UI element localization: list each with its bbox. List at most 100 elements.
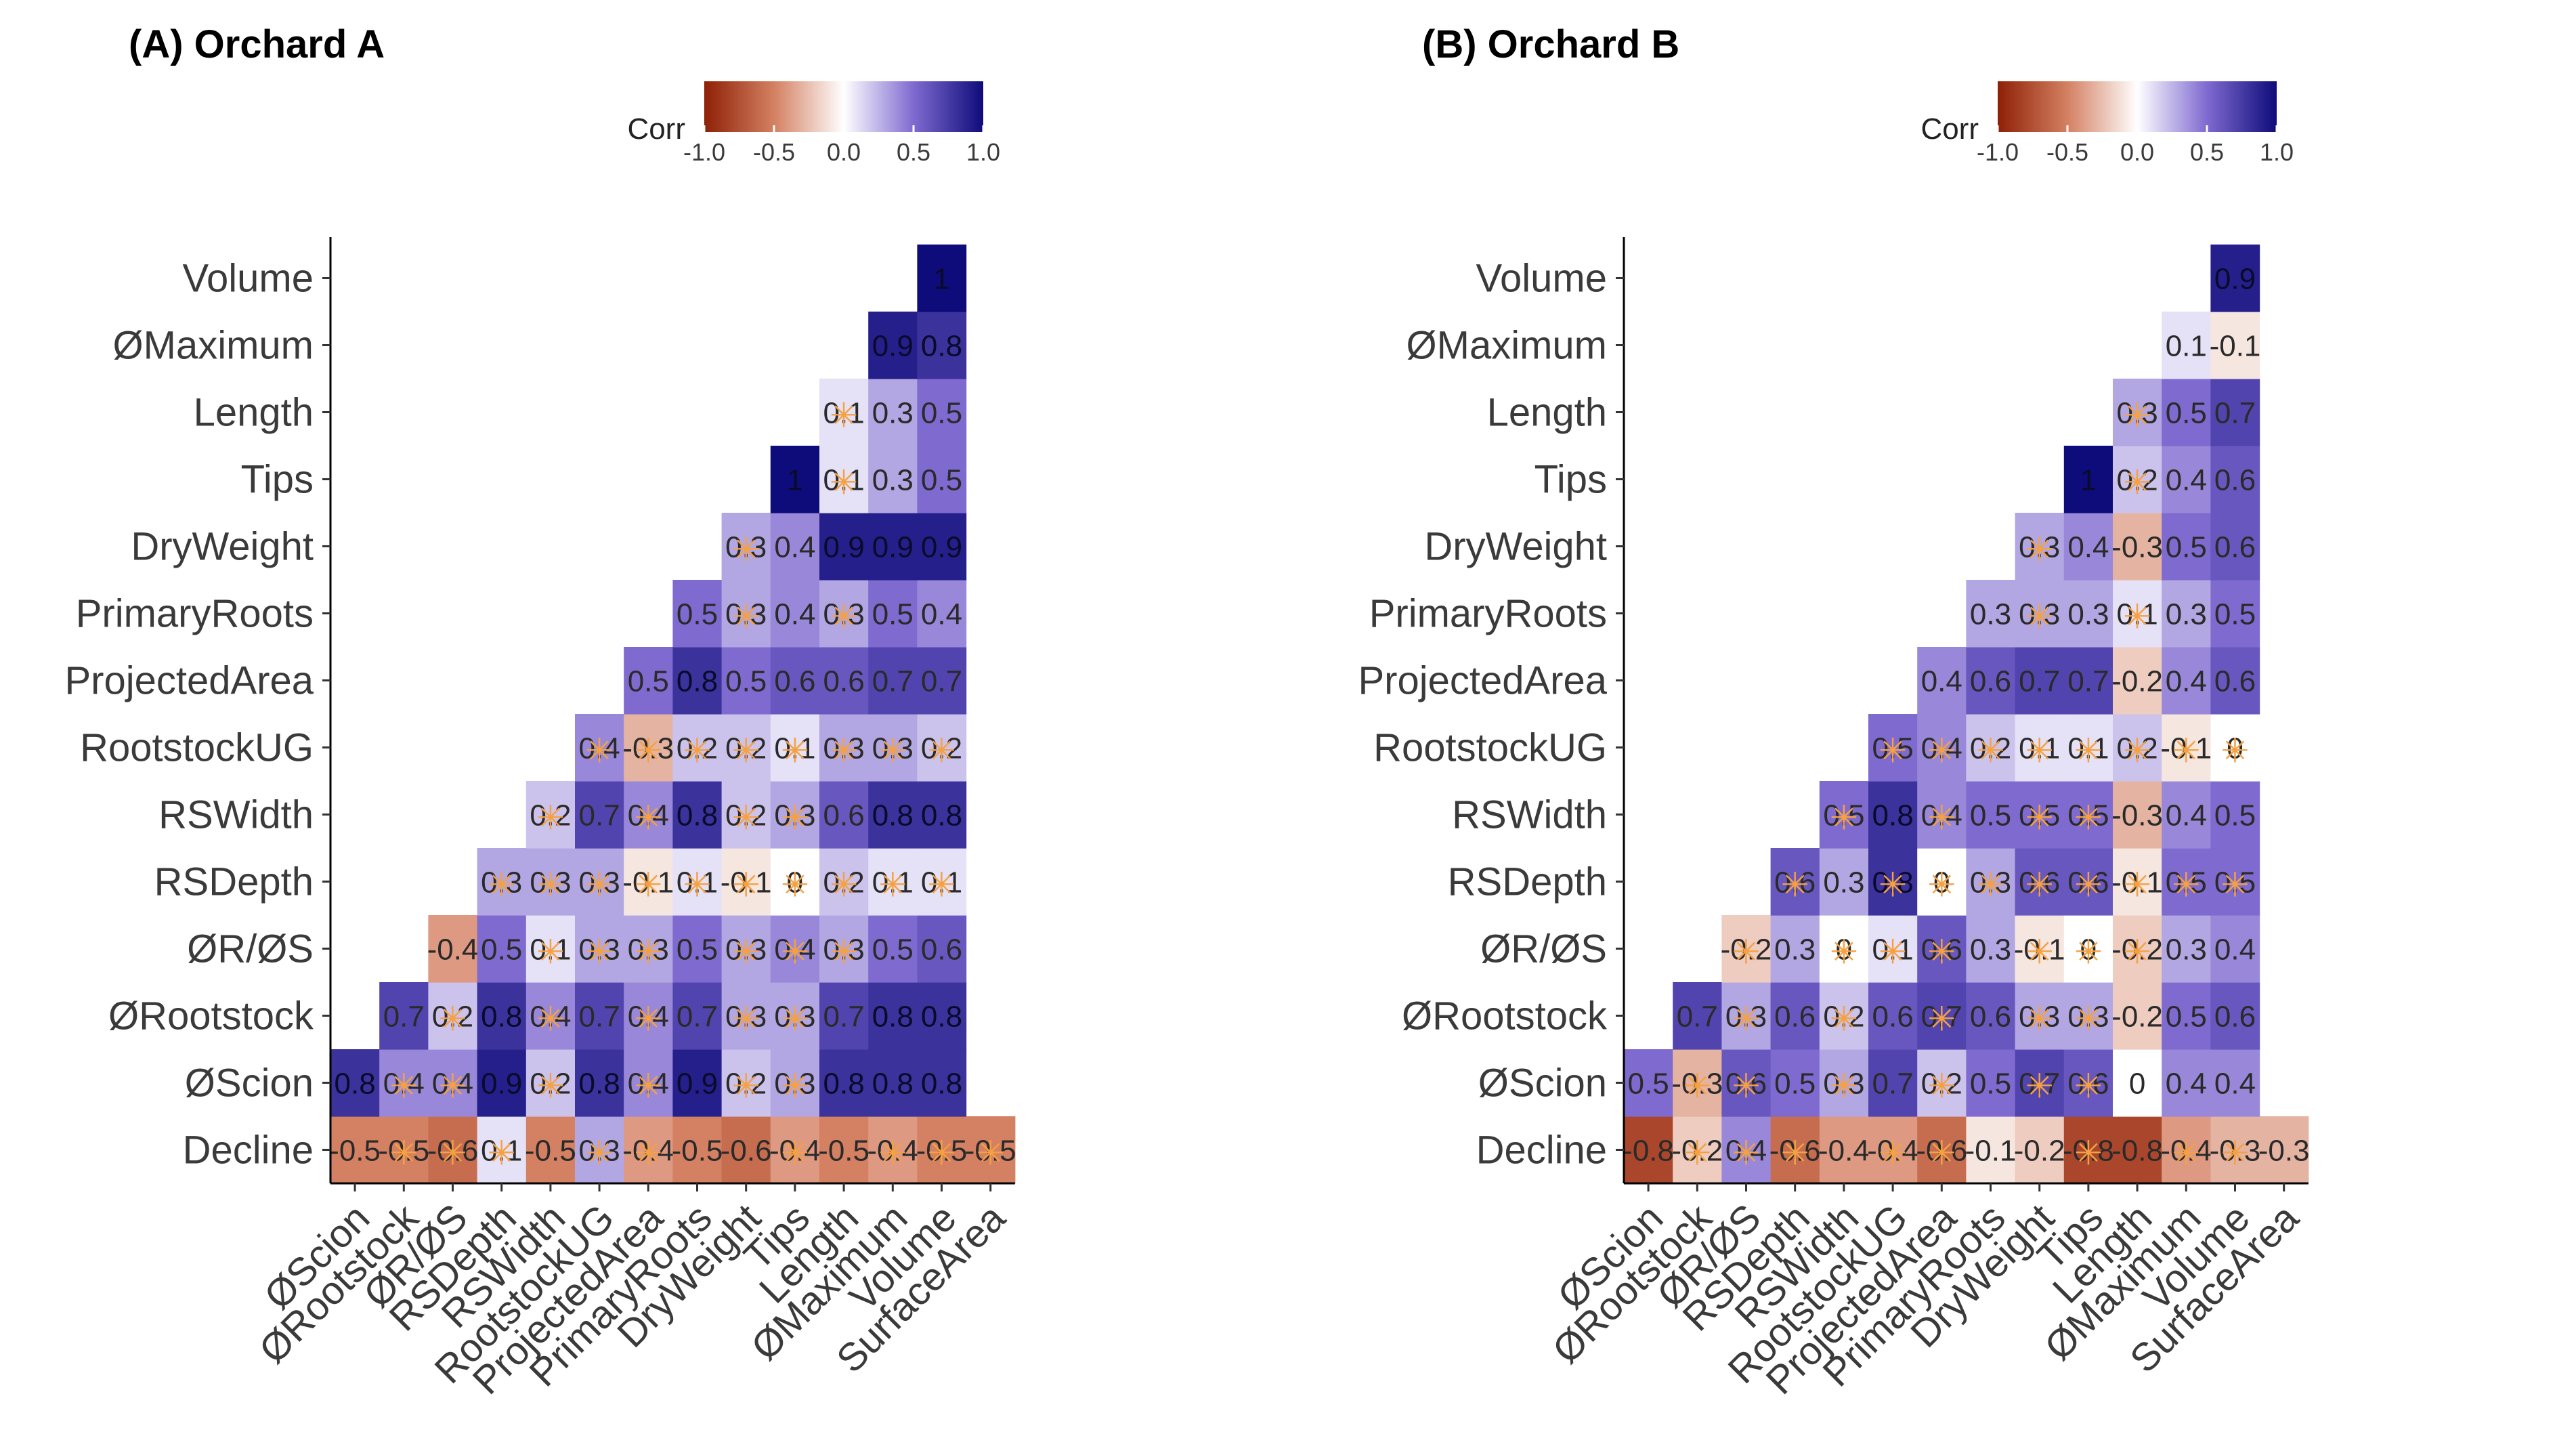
- cell-value-label: 0.4: [628, 1000, 669, 1034]
- heatmap-cell: [2015, 915, 2065, 983]
- heatmap-cell: [868, 1116, 918, 1184]
- heatmap-cell: [1624, 1116, 1673, 1184]
- heatmap-cell: [428, 982, 478, 1050]
- cell-value-label: 0.7: [1872, 1068, 1914, 1101]
- nonsignificant-marker: ✳: [439, 1000, 467, 1038]
- nonsignificant-marker: ✳: [634, 1000, 662, 1038]
- heatmap-cell: [2113, 379, 2162, 446]
- heatmap-cell: [525, 982, 576, 1050]
- heatmap-cell: [2113, 513, 2162, 580]
- cell-value-label: 0.3: [579, 1135, 620, 1168]
- heatmap-cell: [770, 781, 820, 849]
- heatmap-cell: [525, 781, 576, 849]
- heatmap-cell: [917, 379, 967, 446]
- nonsignificant-marker: ✳: [1683, 1135, 1711, 1173]
- heatmap-cell: [868, 580, 918, 648]
- cell-value-label: 0.8: [579, 1068, 620, 1101]
- heatmap-cell: [2015, 714, 2065, 782]
- y-tick-label: Decline: [1476, 1128, 1607, 1173]
- heatmap-cell: [1770, 1116, 1820, 1184]
- heatmap-cell: [2113, 982, 2162, 1050]
- cell-value-label: 0.2: [725, 799, 767, 832]
- cell-value-label: 0.1: [481, 1135, 522, 1168]
- nonsignificant-marker: ✳: [781, 866, 809, 904]
- cell-value-label: 0.3: [2166, 598, 2207, 631]
- legend-tick-label: -0.5: [753, 138, 795, 166]
- cell-value-label: 0.3: [774, 1068, 815, 1101]
- cell-value-label: 0.7: [2067, 665, 2109, 698]
- cell-value-label: -0.4: [427, 933, 479, 967]
- heatmap-cell: [721, 647, 771, 715]
- nonsignificant-marker: ✳: [585, 866, 614, 904]
- cell-value-label: -0.1: [2014, 933, 2065, 967]
- nonsignificant-marker: ✳: [585, 1135, 614, 1173]
- cell-value-label: 0.4: [2166, 665, 2207, 698]
- heatmap-cell: [917, 848, 967, 916]
- nonsignificant-marker: ✳: [634, 799, 662, 837]
- cell-value-label: -0.6: [1916, 1135, 1967, 1168]
- heatmap-cell: [2113, 848, 2162, 916]
- cell-value-label: 0.5: [725, 665, 767, 698]
- heatmap-cell: [477, 848, 527, 916]
- nonsignificant-marker: ✳: [2074, 1068, 2103, 1105]
- nonsignificant-marker: ✳: [1977, 866, 2005, 904]
- cell-value-label: -0.8: [2063, 1135, 2114, 1168]
- cell-value-label: 0.3: [579, 866, 620, 900]
- cell-value-label: 0.7: [2019, 665, 2060, 698]
- legend-title: Corr: [627, 112, 685, 146]
- heatmap-cell: [2063, 714, 2113, 782]
- heatmap-cell: [2162, 714, 2211, 782]
- heatmap-cell: [2015, 513, 2065, 580]
- heatmap-cell: [2015, 647, 2065, 715]
- nonsignificant-marker: ✳: [536, 1068, 565, 1105]
- cell-value-label: 0.9: [921, 531, 962, 564]
- nonsignificant-marker: ✳: [488, 1135, 516, 1173]
- heatmap-cell: [721, 1116, 771, 1184]
- cell-value-label: 0.1: [823, 397, 865, 430]
- heatmap-cell: [2063, 915, 2113, 983]
- cell-value-label: 0.2: [823, 866, 865, 900]
- cell-value-label: 0.2: [921, 732, 962, 765]
- nonsignificant-marker: ✳: [683, 866, 712, 904]
- cell-value-label: 0.6: [2067, 866, 2109, 900]
- nonsignificant-marker: ✳: [732, 1068, 760, 1105]
- cell-value-label: 0.9: [677, 1068, 718, 1101]
- y-tick-label: RSDepth: [1448, 860, 1607, 904]
- heatmap-cell: [2210, 1116, 2260, 1184]
- nonsignificant-marker: ✳: [1927, 732, 1956, 770]
- heatmap-cell: [2210, 312, 2260, 379]
- heatmap-cell: [819, 781, 869, 849]
- legend-tick-label: 0.0: [827, 138, 861, 166]
- heatmap-cell: [2063, 781, 2113, 849]
- cell-value-label: 0.3: [2019, 598, 2060, 631]
- heatmap-cell: [428, 1116, 478, 1184]
- cell-value-label: -0.5: [525, 1135, 576, 1168]
- heatmap-cell: [1770, 982, 1820, 1050]
- cell-value-label: 0: [1933, 866, 1950, 900]
- cell-value-label: 0.6: [1774, 866, 1816, 900]
- heatmap-cell: [868, 312, 918, 379]
- legend-tick-label: 0.0: [2120, 138, 2154, 166]
- nonsignificant-marker: ✳: [439, 1135, 467, 1173]
- heatmap-cell: [672, 714, 723, 782]
- y-tick-label: PrimaryRoots: [1369, 592, 1607, 636]
- nonsignificant-marker: ✳: [1830, 1068, 1858, 1105]
- heatmap-cell: [379, 982, 429, 1050]
- y-tick-label: Volume: [183, 257, 314, 301]
- cell-value-label: 0.3: [823, 598, 865, 631]
- cell-value-label: 0.4: [774, 531, 815, 564]
- heatmap-cell: [672, 848, 723, 916]
- heatmap-cell: [2113, 714, 2162, 782]
- cell-value-label: 0.6: [1774, 1000, 1816, 1034]
- cell-value-label: 0.9: [872, 531, 914, 564]
- cell-value-label: 0.2: [2117, 732, 2158, 765]
- cell-value-label: 0.5: [2166, 866, 2207, 900]
- cell-value-label: 0.4: [774, 933, 815, 967]
- heatmap-cell: [2210, 982, 2260, 1050]
- heatmap-cell: [917, 1116, 967, 1184]
- cell-value-label: 0.5: [677, 598, 718, 631]
- heatmap-cell: [819, 647, 869, 715]
- cell-value-label: 0.1: [823, 464, 865, 497]
- cell-value-label: 0.5: [1970, 799, 2011, 832]
- heatmap-cell: [2015, 781, 2065, 849]
